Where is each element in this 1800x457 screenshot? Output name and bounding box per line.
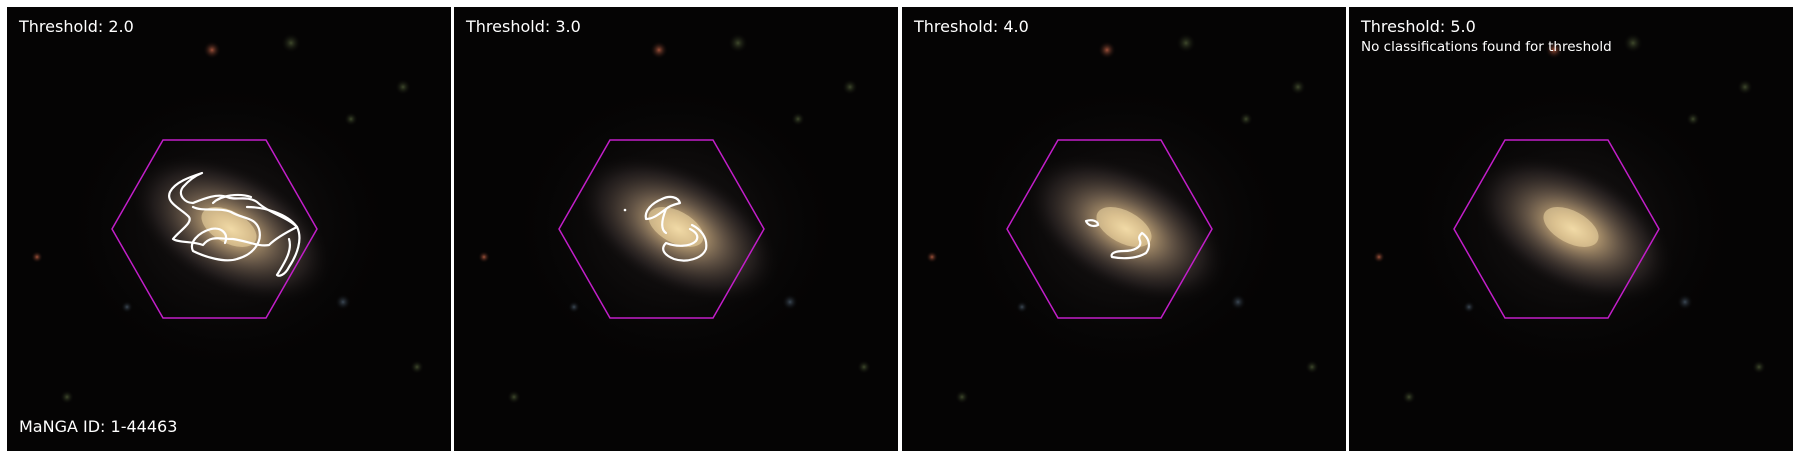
classification-contour xyxy=(1084,219,1151,260)
panel-threshold-3: Threshold: 3.0 xyxy=(454,7,898,451)
contour-dot xyxy=(623,208,627,212)
panel-note: No classifications found for threshold xyxy=(1361,39,1612,55)
galaxy-image xyxy=(902,7,1346,451)
classification-contour xyxy=(168,171,301,277)
panel-threshold-5: Threshold: 5.0 No classifications found … xyxy=(1349,7,1793,451)
panel-title: Threshold: 3.0 xyxy=(466,17,581,36)
panel-threshold-4: Threshold: 4.0 xyxy=(902,7,1346,451)
panel-title: Threshold: 4.0 xyxy=(914,17,1029,36)
classification-contour xyxy=(644,195,708,262)
panel-title: Threshold: 5.0 xyxy=(1361,17,1476,36)
galaxy-image xyxy=(7,7,451,451)
galaxy-image xyxy=(454,7,898,451)
galaxy-image xyxy=(1349,7,1793,451)
panel-title: Threshold: 2.0 xyxy=(19,17,134,36)
panel-threshold-2: Threshold: 2.0 MaNGA ID: 1-44463 xyxy=(7,7,451,451)
manga-id-label: MaNGA ID: 1-44463 xyxy=(19,417,178,436)
